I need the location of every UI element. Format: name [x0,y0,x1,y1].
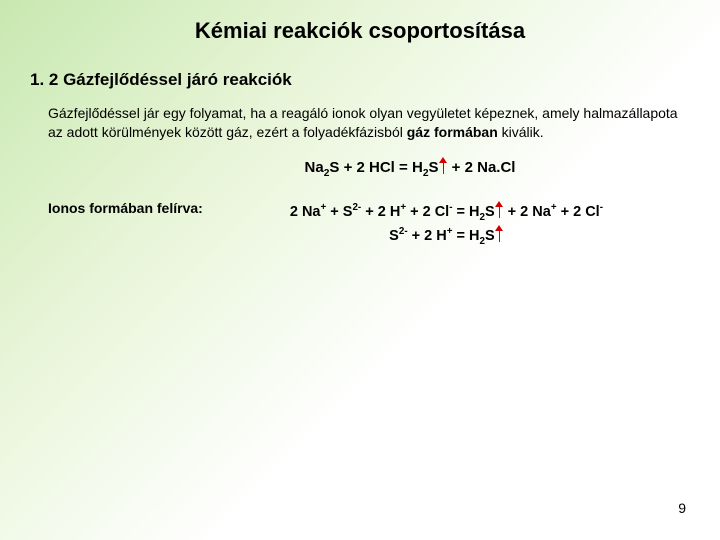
eq-sup: + [320,202,326,213]
eq-term: H [469,228,479,244]
page-title: Kémiai reakciók csoportosítása [30,18,690,44]
eq-plus: + [344,159,357,176]
equation-ionic-net: S2- + 2 H+ = H2S [203,226,690,244]
eq-coef: 2 [424,228,436,244]
eq-coef: 2 [520,204,532,220]
eq-equals: = [399,159,412,176]
ionic-equations: 2 Na+ + S2- + 2 H+ + 2 Cl- = H2S + 2 Na+… [203,196,690,250]
eq-term: S [343,204,353,220]
page-number: 9 [678,500,686,516]
eq-term: S [329,159,339,176]
eq-term: S [485,204,495,220]
body-suffix: kiválik. [498,124,544,140]
eq-coef: 2 [465,159,478,176]
eq-coef: 2 [290,204,302,220]
eq-sup: - [449,202,452,213]
eq-term: S [485,228,495,244]
gas-up-arrow-icon [496,202,504,218]
eq-term: Na [305,159,324,176]
eq-plus: + [452,159,465,176]
body-paragraph: Gázfejlődéssel jár egy folyamat, ha a re… [48,104,680,142]
eq-sup: 2- [399,226,408,237]
eq-plus: + [365,204,378,220]
equation-molecular: Na2S + 2 HCl = H2S + 2 Na.Cl [30,158,690,176]
eq-term: Na [302,204,321,220]
ionic-section: Ionos formában felírva: 2 Na+ + S2- + 2 … [30,196,690,250]
gas-up-arrow-icon [496,226,504,242]
body-prefix: Gázfejlődéssel jár egy folyamat, ha a re… [48,105,678,140]
gas-up-arrow-icon [440,158,448,174]
equation-ionic-full: 2 Na+ + S2- + 2 H+ + 2 Cl- = H2S + 2 Na+… [203,202,690,220]
eq-term: HCl [369,159,395,176]
eq-sup: + [400,202,406,213]
eq-sup: 2- [352,202,361,213]
eq-equals: = [457,228,470,244]
section-subtitle: 1. 2 Gázfejlődéssel járó reakciók [30,70,690,90]
eq-plus: + [508,204,521,220]
eq-term: Cl [435,204,450,220]
eq-plus: + [330,204,343,220]
eq-sup: + [551,202,557,213]
ionic-label: Ionos formában felírva: [48,196,203,216]
eq-coef: 2 [423,204,435,220]
eq-plus: + [561,204,574,220]
body-bold: gáz formában [407,124,498,140]
eq-sup: + [447,226,453,237]
eq-term: Cl [585,204,600,220]
eq-term: H [412,159,423,176]
eq-term: Na [532,204,551,220]
eq-coef: 2 [357,159,370,176]
eq-term: S [428,159,438,176]
eq-plus: + [412,228,425,244]
eq-term: H [390,204,400,220]
eq-sup: - [600,202,603,213]
eq-coef: 2 [573,204,585,220]
eq-term: H [436,228,446,244]
eq-term: Na.Cl [477,159,515,176]
eq-coef: 2 [378,204,390,220]
eq-term: S [389,228,399,244]
slide: Kémiai reakciók csoportosítása 1. 2 Gázf… [0,0,720,540]
eq-term: H [469,204,479,220]
eq-plus: + [410,204,423,220]
eq-equals: = [457,204,470,220]
